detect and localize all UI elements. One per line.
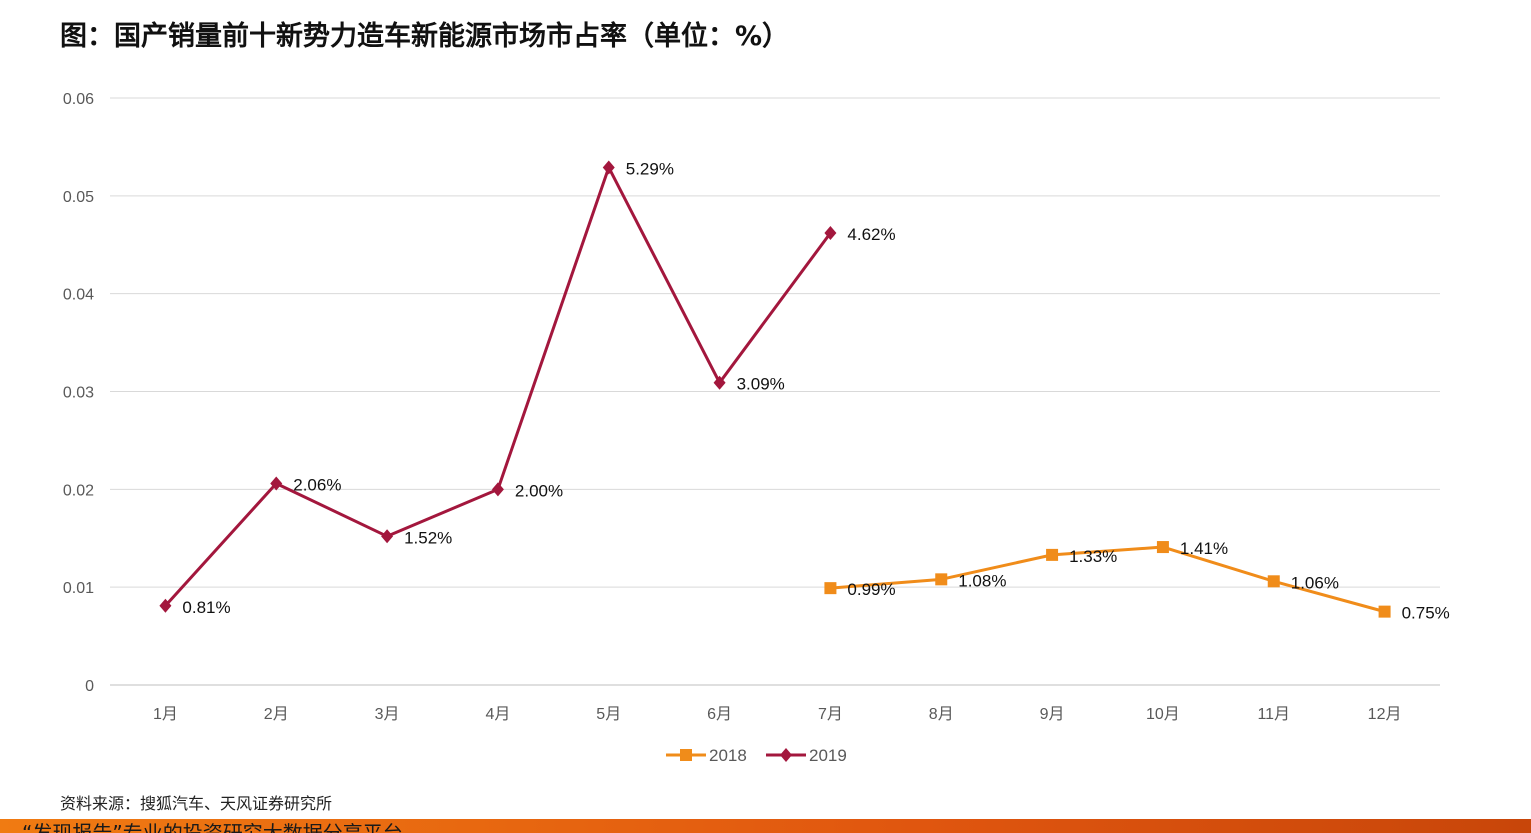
x-tick-label: 6月: [707, 706, 732, 723]
x-tick-label: 2月: [264, 706, 289, 723]
legend-marker-diamond: [780, 748, 792, 762]
footer-bar: “发现报告”专业的投资研究大数据分享平台: [0, 819, 1531, 833]
data-label-2018: 1.06%: [1291, 573, 1339, 592]
data-point-2019: [491, 482, 504, 497]
data-label-2019: 2.06%: [293, 475, 341, 494]
data-point-2018: [824, 582, 837, 595]
data-label-2018: 0.99%: [847, 580, 895, 599]
y-tick-label: 0.05: [63, 189, 94, 206]
x-tick-label: 10月: [1146, 706, 1180, 723]
data-label-2019: 0.81%: [182, 598, 230, 617]
data-point-2018: [935, 573, 948, 586]
gridlines: [110, 97, 1440, 686]
data-label-2019: 1.52%: [404, 528, 452, 547]
data-label-2019: 4.62%: [847, 225, 895, 244]
footer-text: “发现报告”专业的投资研究大数据分享平台: [22, 821, 403, 833]
data-point-2019: [824, 226, 837, 241]
data-labels: 0.99% 1.08% 1.33% 1.41% 1.06% 0.75% 0.81% 2.06%…: [182, 159, 1449, 622]
x-tick-label: 5月: [596, 706, 621, 723]
data-point-2019: [270, 476, 283, 491]
data-label-2018: 0.75%: [1402, 604, 1450, 623]
legend: 2018 2019: [666, 746, 847, 765]
y-tick-label: 0.06: [63, 91, 94, 108]
data-point-2018: [1267, 575, 1280, 588]
chart-title: 图：国产销量前十新势力造车新能源市场市占率（单位：%）: [60, 21, 790, 52]
y-tick-label: 0.02: [63, 482, 94, 499]
y-tick-label: 0.01: [63, 580, 94, 597]
y-tick-label: 0: [85, 678, 94, 695]
x-tick-label: 3月: [375, 706, 400, 723]
data-point-2018: [1156, 541, 1169, 554]
data-point-2019: [159, 598, 172, 613]
chart-area: 0 0.01 0.02 0.03 0.04 0.05 0.06 1月 2月 3月 4月 5月 6月 7月…: [63, 91, 1450, 765]
x-tick-label: 8月: [929, 706, 954, 723]
x-tick-label: 12月: [1368, 706, 1402, 723]
data-label-2018: 1.41%: [1180, 539, 1228, 558]
legend-marker-square: [680, 749, 692, 761]
data-label-2018: 1.33%: [1069, 547, 1117, 566]
data-point-2019: [602, 160, 615, 175]
data-label-2019: 2.00%: [515, 481, 563, 500]
x-tick-label: 7月: [818, 706, 843, 723]
series-lines: [159, 160, 1391, 618]
x-axis-ticks: 1月 2月 3月 4月 5月 6月 7月 8月 9月 10月 11月 12月: [153, 706, 1402, 723]
x-tick-label: 9月: [1040, 706, 1065, 723]
data-label-2019: 5.29%: [626, 159, 674, 178]
data-point-2018: [1046, 548, 1059, 561]
series-line-2019: [164, 165, 832, 607]
legend-label: 2018: [709, 746, 747, 765]
legend-label: 2019: [809, 746, 847, 765]
data-label-2018: 1.08%: [958, 571, 1006, 590]
data-point-2019: [381, 529, 394, 544]
x-tick-label: 11月: [1257, 706, 1290, 723]
x-tick-label: 4月: [485, 706, 510, 723]
data-point-2019: [713, 375, 726, 390]
source-note: 资料来源：搜狐汽车、天风证券研究所: [60, 794, 333, 813]
y-tick-label: 0.03: [63, 385, 94, 402]
y-axis-ticks: 0 0.01 0.02 0.03 0.04 0.05 0.06: [63, 91, 94, 695]
series-line-2018: [830, 545, 1385, 614]
y-tick-label: 0.04: [63, 287, 94, 304]
data-label-2019: 3.09%: [737, 375, 785, 394]
x-tick-label: 1月: [153, 706, 178, 723]
data-point-2018: [1378, 605, 1391, 618]
